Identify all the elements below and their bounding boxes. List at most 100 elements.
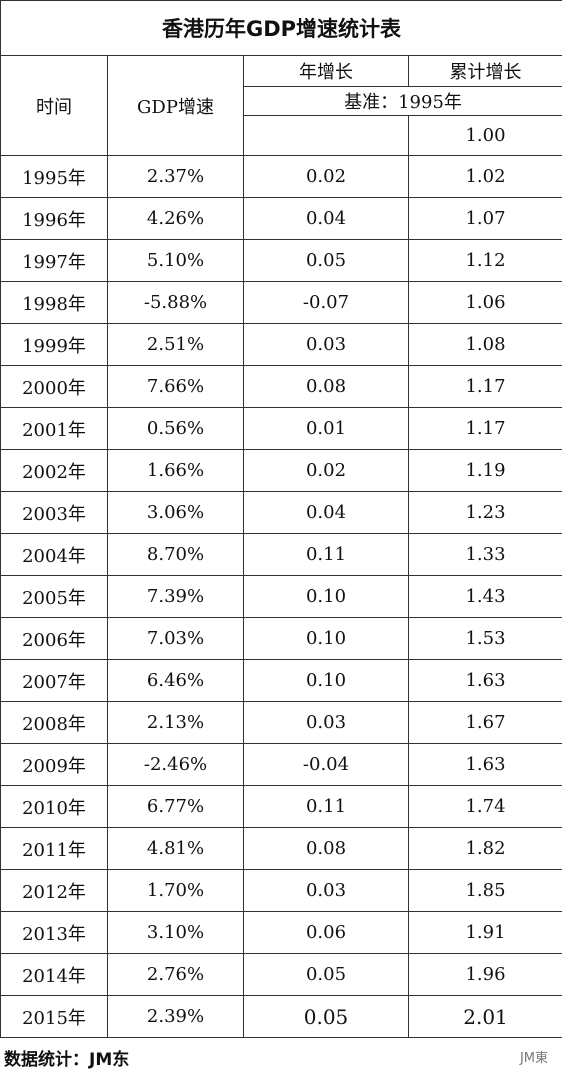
table-cell: 2.39% <box>107 995 244 1038</box>
table-cell: 2009年 <box>0 743 108 786</box>
table-row: 2008年 2.13% 0.03 1.67 <box>0 701 562 744</box>
table-row: 2009年 -2.46% -0.04 1.63 <box>0 743 562 786</box>
table-cell: 0.02 <box>243 449 409 492</box>
table-cell: 7.66% <box>107 365 244 408</box>
table-cell: 0.11 <box>243 785 409 828</box>
table-cell: 0.08 <box>243 827 409 870</box>
header-cell: 年增长 <box>243 55 409 87</box>
table-cell: 2.13% <box>107 701 244 744</box>
watermark: JM東 <box>519 1051 548 1066</box>
table-cell: 0.04 <box>243 197 409 240</box>
gdp-table: 香港历年GDP增速统计表 时间 GDP增速 年增长 累计增长 基准：1995年 … <box>0 0 562 1038</box>
table-cell: 2004年 <box>0 533 108 576</box>
table-cell: -5.88% <box>107 281 244 324</box>
table-cell: 0.05 <box>243 995 409 1038</box>
table-row: 2003年 3.06% 0.04 1.23 <box>0 491 562 534</box>
table-cell: 2.37% <box>107 155 244 198</box>
table-cell: 2010年 <box>0 785 108 828</box>
table-cell: 1.17 <box>408 365 562 408</box>
table-row: 2006年 7.03% 0.10 1.53 <box>0 617 562 660</box>
table-row: 1996年 4.26% 0.04 1.07 <box>0 197 562 240</box>
table-cell: 6.77% <box>107 785 244 828</box>
table-cell: 6.46% <box>107 659 244 702</box>
table-row: 2000年 7.66% 0.08 1.17 <box>0 365 562 408</box>
table-cell: 1.63 <box>408 659 562 702</box>
table-cell: 8.70% <box>107 533 244 576</box>
header-cell: 基准：1995年 <box>243 86 562 116</box>
table-cell: 1.23 <box>408 491 562 534</box>
table-cell: 2013年 <box>0 911 108 954</box>
table-cell: 1.02 <box>408 155 562 198</box>
table-cell: 1.17 <box>408 407 562 450</box>
table-cell: 5.10% <box>107 239 244 282</box>
table-cell: 3.06% <box>107 491 244 534</box>
table-cell: 0.03 <box>243 701 409 744</box>
table-row: 2004年 8.70% 0.11 1.33 <box>0 533 562 576</box>
table-cell: 0.11 <box>243 533 409 576</box>
footer: 数据统计：JM东 JM東 <box>0 1041 562 1071</box>
header-cell: GDP增速 <box>107 55 244 156</box>
table-row: 2005年 7.39% 0.10 1.43 <box>0 575 562 618</box>
table-cell: 0.05 <box>243 239 409 282</box>
table-cell: 2.51% <box>107 323 244 366</box>
table-cell: 1.96 <box>408 953 562 996</box>
table-cell: 2001年 <box>0 407 108 450</box>
table-cell: 1.70% <box>107 869 244 912</box>
empty-cell <box>243 115 409 156</box>
table-cell: 2012年 <box>0 869 108 912</box>
header-cell: 时间 <box>0 55 108 156</box>
table-cell: 1.82 <box>408 827 562 870</box>
table-cell: 1.63 <box>408 743 562 786</box>
table-cell: 1.12 <box>408 239 562 282</box>
table-cell: 1.66% <box>107 449 244 492</box>
table-cell: 1998年 <box>0 281 108 324</box>
table-row: 2010年 6.77% 0.11 1.74 <box>0 785 562 828</box>
table-cell: 0.03 <box>243 869 409 912</box>
table-cell: 2006年 <box>0 617 108 660</box>
table-cell: 1.08 <box>408 323 562 366</box>
table-cell: 7.39% <box>107 575 244 618</box>
table-cell: 2005年 <box>0 575 108 618</box>
table-cell: 0.10 <box>243 659 409 702</box>
table-cell: 1.67 <box>408 701 562 744</box>
table-cell: 2015年 <box>0 995 108 1038</box>
table-row: 2002年 1.66% 0.02 1.19 <box>0 449 562 492</box>
table-cell: 1.85 <box>408 869 562 912</box>
table-title: 香港历年GDP增速统计表 <box>0 0 562 56</box>
table-cell: 0.56% <box>107 407 244 450</box>
table-cell: 1.53 <box>408 617 562 660</box>
table-row: 1997年 5.10% 0.05 1.12 <box>0 239 562 282</box>
table-cell: 4.26% <box>107 197 244 240</box>
table-cell: 2003年 <box>0 491 108 534</box>
table-cell: 0.06 <box>243 911 409 954</box>
table-cell: 2.01 <box>408 995 562 1038</box>
table-cell: 1997年 <box>0 239 108 282</box>
table-cell: 0.01 <box>243 407 409 450</box>
table-cell: 1996年 <box>0 197 108 240</box>
table-cell: 0.04 <box>243 491 409 534</box>
table-cell: -0.07 <box>243 281 409 324</box>
table-cell: 2014年 <box>0 953 108 996</box>
base-value: 1.00 <box>408 115 562 156</box>
table-row: 2007年 6.46% 0.10 1.63 <box>0 659 562 702</box>
table-cell: 2007年 <box>0 659 108 702</box>
table-cell: 4.81% <box>107 827 244 870</box>
table-row: 1999年 2.51% 0.03 1.08 <box>0 323 562 366</box>
table-cell: 1.33 <box>408 533 562 576</box>
table-cell: 1.74 <box>408 785 562 828</box>
table-cell: 1.19 <box>408 449 562 492</box>
table-row: 2013年 3.10% 0.06 1.91 <box>0 911 562 954</box>
table-cell: 2008年 <box>0 701 108 744</box>
table-cell: 2011年 <box>0 827 108 870</box>
table-cell: 0.10 <box>243 575 409 618</box>
table-cell: 3.10% <box>107 911 244 954</box>
table-row: 2011年 4.81% 0.08 1.82 <box>0 827 562 870</box>
table-cell: 1.07 <box>408 197 562 240</box>
table-cell: 0.10 <box>243 617 409 660</box>
table-cell: 1.06 <box>408 281 562 324</box>
table-row: 2012年 1.70% 0.03 1.85 <box>0 869 562 912</box>
table-row: 2001年 0.56% 0.01 1.17 <box>0 407 562 450</box>
table-row: 2014年 2.76% 0.05 1.96 <box>0 953 562 996</box>
table-body: 1995年 2.37% 0.02 1.02 1996年 4.26% 0.04 1.07 1997… <box>0 155 562 1038</box>
